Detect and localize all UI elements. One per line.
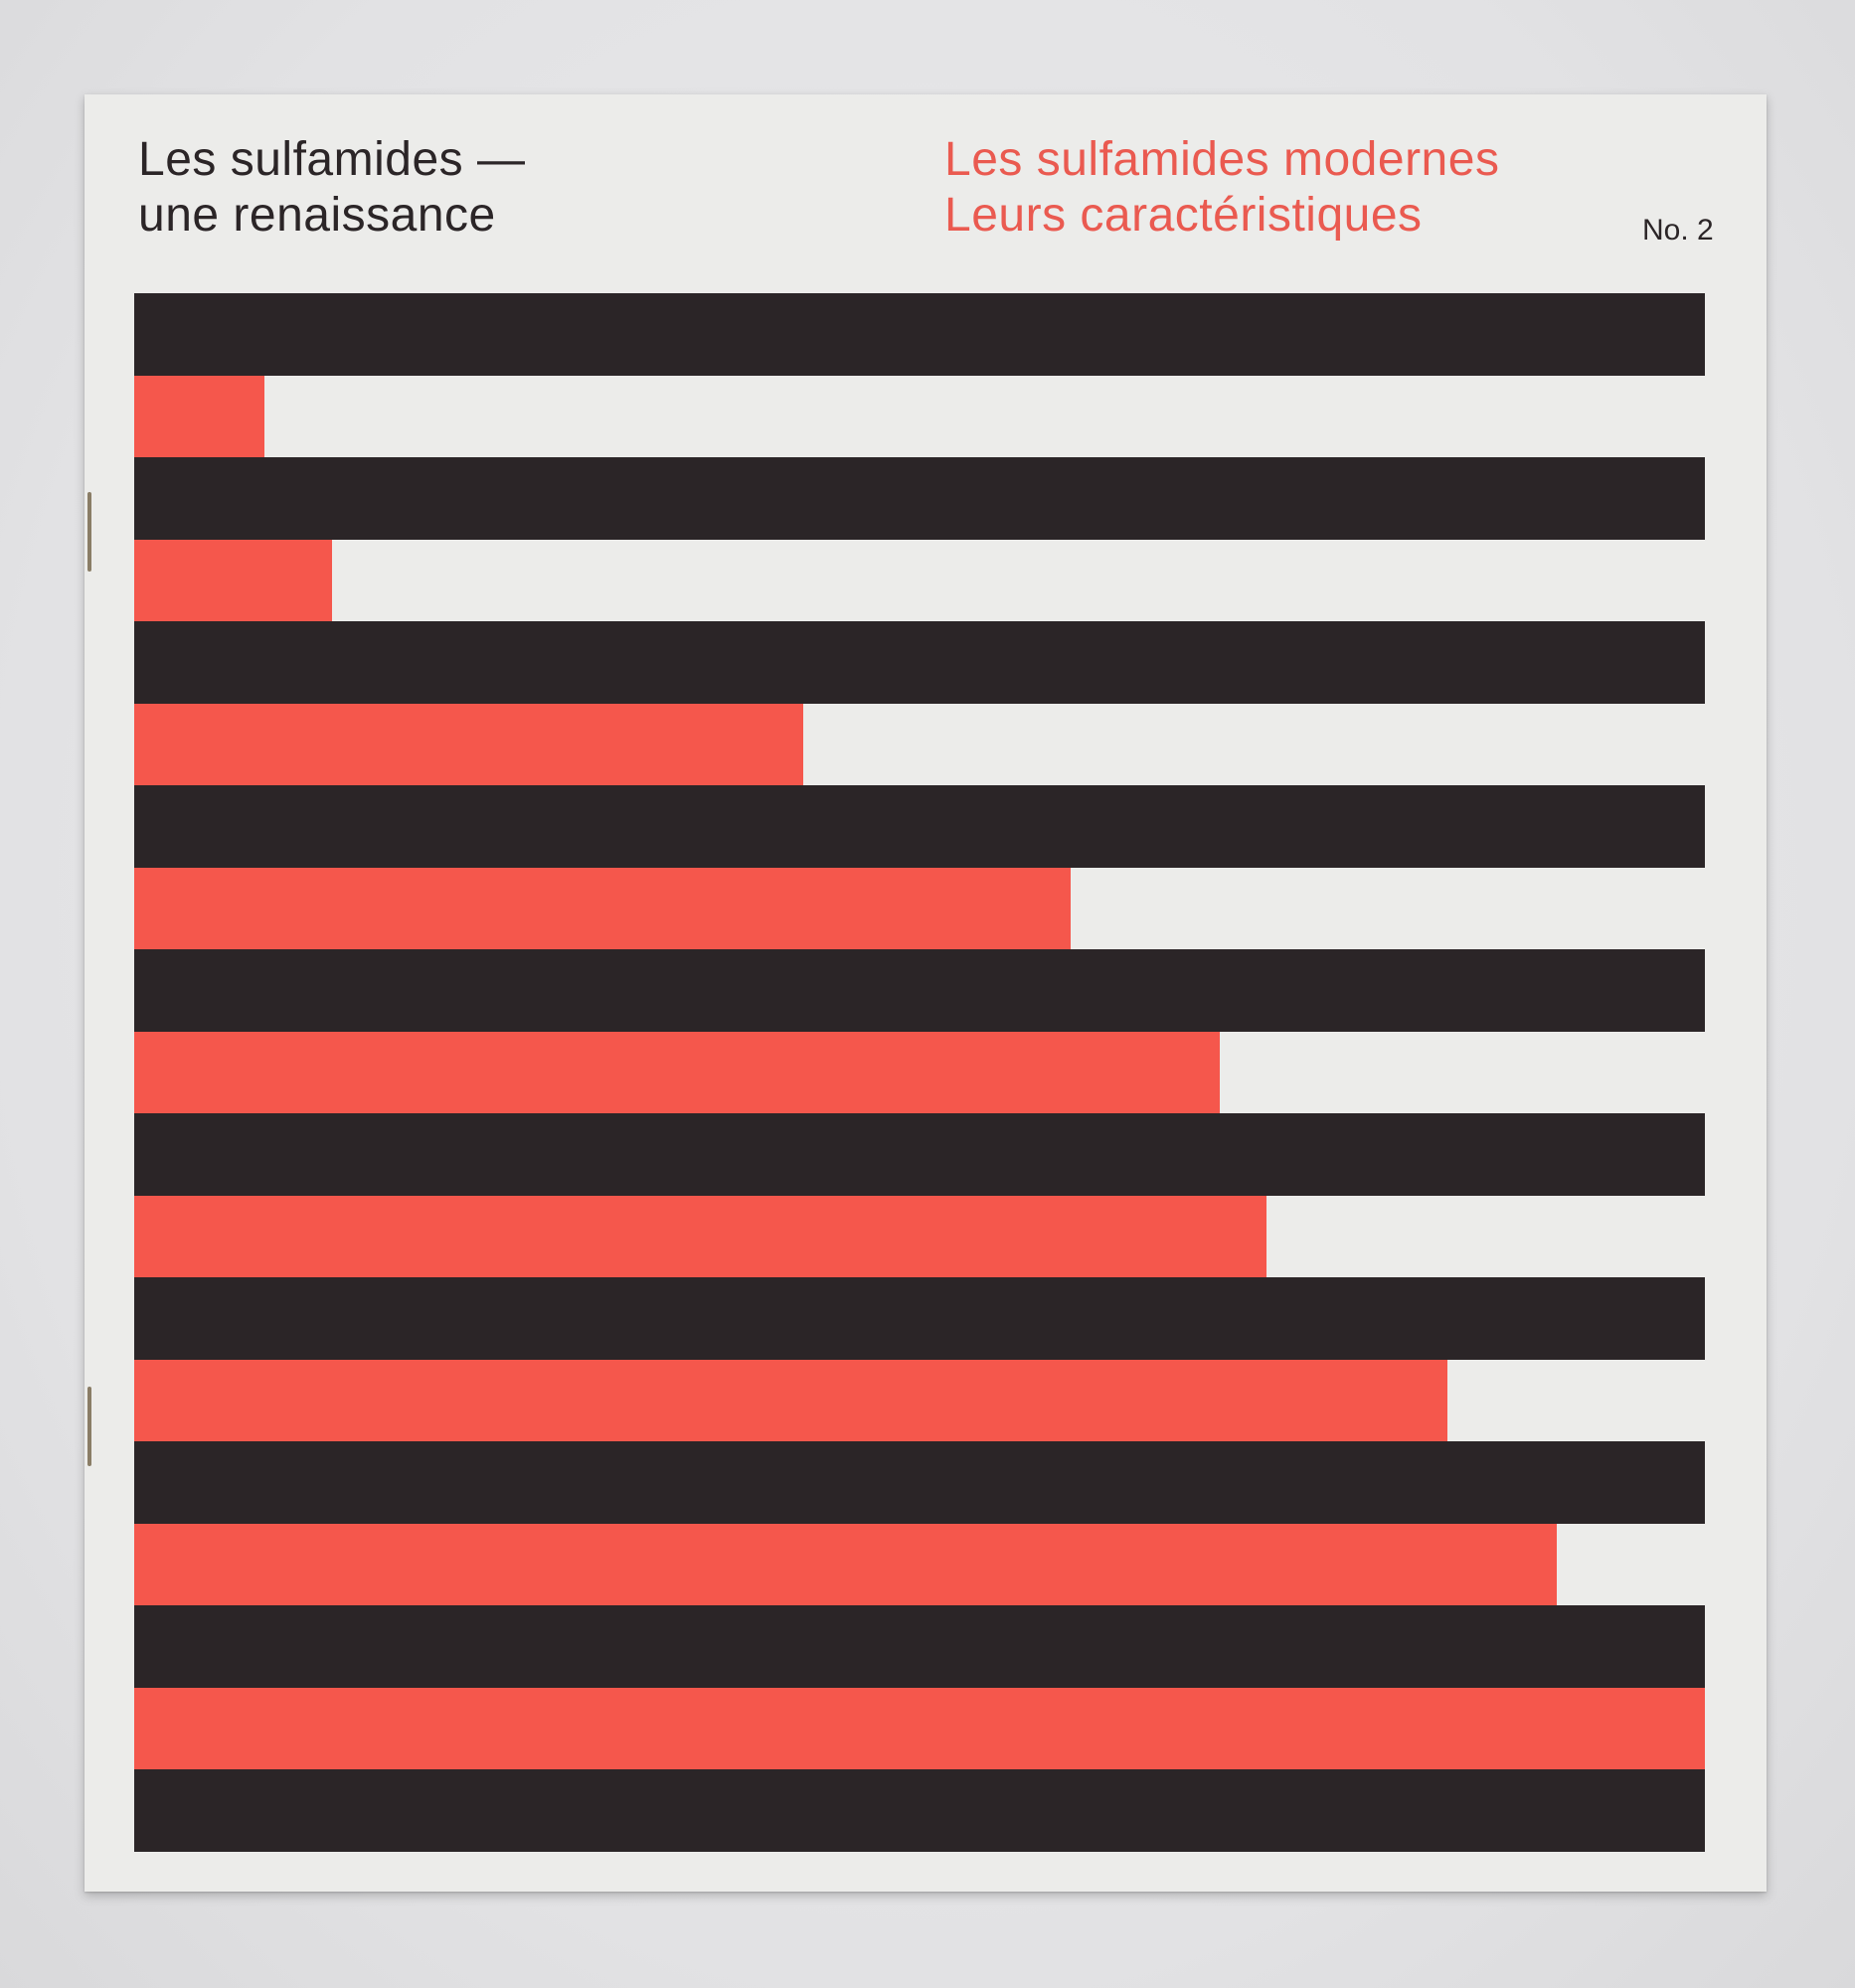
issue-title-line-2: Leurs caractéristiques <box>944 189 1423 242</box>
series-title: Les sulfamides — une renaissance <box>138 132 526 244</box>
stripe-graphic <box>84 94 1767 1892</box>
booklet-cover: Les sulfamides — une renaissance Les sul… <box>84 94 1767 1892</box>
staple-top <box>87 492 91 572</box>
red-bar-2 <box>134 539 332 622</box>
series-title-line-2: une renaissance <box>138 189 496 242</box>
red-bar-7 <box>134 1359 1447 1442</box>
dark-bar-6 <box>134 1113 1705 1196</box>
dark-bar-1 <box>134 293 1705 376</box>
dark-bar-8 <box>134 1441 1705 1524</box>
issue-title-line-1: Les sulfamides modernes <box>944 133 1500 186</box>
red-bar-9 <box>134 1687 1705 1770</box>
red-bar-6 <box>134 1195 1266 1278</box>
red-bar-1 <box>134 375 264 458</box>
dark-bar-7 <box>134 1277 1705 1360</box>
red-bar-5 <box>134 1031 1220 1114</box>
issue-number: No. 2 <box>1642 214 1714 247</box>
dark-bar-3 <box>134 621 1705 704</box>
staple-bottom <box>87 1387 91 1466</box>
issue-title: Les sulfamides modernes Leurs caractéris… <box>944 132 1499 244</box>
red-bar-8 <box>134 1523 1557 1606</box>
red-bar-4 <box>134 867 1071 950</box>
dark-bar-5 <box>134 949 1705 1032</box>
dark-bar-2 <box>134 457 1705 540</box>
dark-bar-10 <box>134 1769 1705 1852</box>
red-bar-3 <box>134 703 803 786</box>
dark-bar-4 <box>134 785 1705 868</box>
series-title-line-1: Les sulfamides — <box>138 133 526 186</box>
dark-bar-9 <box>134 1605 1705 1688</box>
